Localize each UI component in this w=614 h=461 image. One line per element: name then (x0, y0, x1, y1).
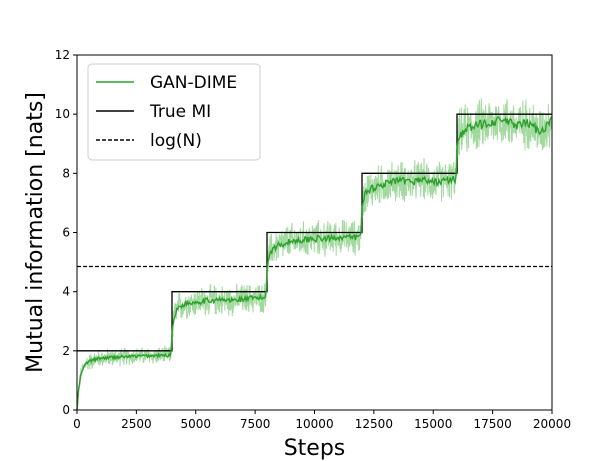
legend-label: log(N) (150, 131, 202, 151)
x-tick-label: 20000 (533, 417, 571, 431)
x-tick-label: 17500 (474, 417, 512, 431)
y-tick-label: 10 (55, 107, 70, 121)
y-tick-label: 4 (62, 285, 70, 299)
legend-label: True MI (149, 102, 211, 122)
x-tick-label: 10000 (295, 417, 333, 431)
y-tick-label: 2 (62, 344, 70, 358)
gan-dime-raw-line (76, 98, 553, 409)
x-tick-label: 2500 (121, 417, 152, 431)
x-axis-label: Steps (284, 436, 346, 461)
x-tick-label: 5000 (180, 417, 211, 431)
y-tick-label: 0 (62, 403, 70, 417)
x-tick-label: 7500 (240, 417, 271, 431)
gan-dime-line (76, 116, 553, 411)
legend-label: GAN-DIME (150, 73, 237, 93)
x-tick-label: 12500 (355, 417, 393, 431)
y-axis-ticks: 0 2 4 6 8 10 12 (55, 48, 77, 417)
y-tick-label: 12 (55, 48, 70, 62)
legend-box (87, 63, 261, 161)
y-tick-label: 8 (62, 166, 70, 180)
legend: GAN-DIME True MI log(N) (87, 63, 261, 161)
y-tick-label: 6 (62, 226, 70, 240)
x-tick-label: 15000 (414, 417, 452, 431)
y-axis-label: Mutual information [nats] (23, 92, 48, 373)
gan-dime-raw-band (76, 98, 553, 409)
x-tick-label: 0 (73, 417, 81, 431)
gan-dime-series (76, 116, 553, 411)
x-axis-ticks: 0 2500 5000 7500 10000 12500 15000 17500 20000 (73, 410, 571, 431)
